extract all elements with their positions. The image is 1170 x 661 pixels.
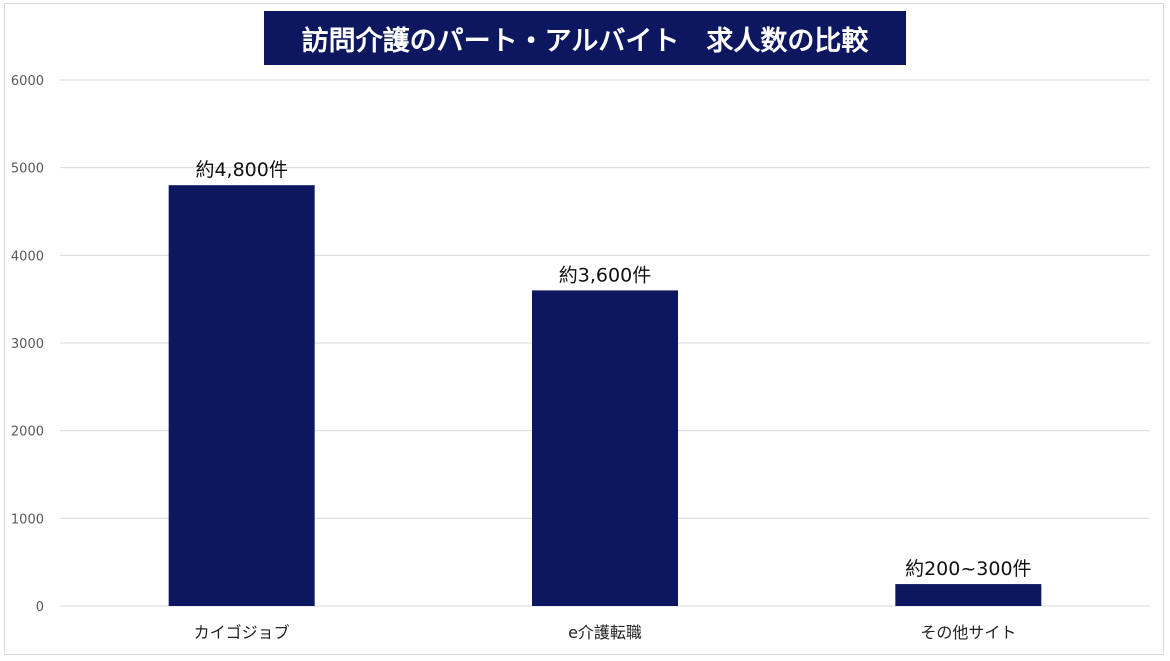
y-tick-label: 6000 <box>11 74 44 89</box>
x-tick-label: カイゴジョブ <box>194 623 290 642</box>
y-tick-label: 4000 <box>11 249 44 264</box>
bar <box>168 185 315 606</box>
y-tick-label: 5000 <box>11 162 44 177</box>
y-tick-label: 0 <box>36 600 44 615</box>
chart-frame <box>4 3 1164 655</box>
x-tick-label: e介護転職 <box>568 623 642 642</box>
chart-title: 訪問介護のパート・アルバイト 求人数の比較 <box>264 11 906 65</box>
data-label: 約3,600件 <box>559 264 651 286</box>
bar <box>532 290 678 606</box>
y-tick-label: 1000 <box>11 512 44 527</box>
y-tick-label: 3000 <box>11 337 44 352</box>
y-tick-label: 2000 <box>11 425 44 440</box>
bar <box>895 584 1042 606</box>
x-tick-label: その他サイト <box>920 623 1016 642</box>
data-label: 約200~300件 <box>905 558 1031 580</box>
data-label: 約4,800件 <box>195 159 287 181</box>
